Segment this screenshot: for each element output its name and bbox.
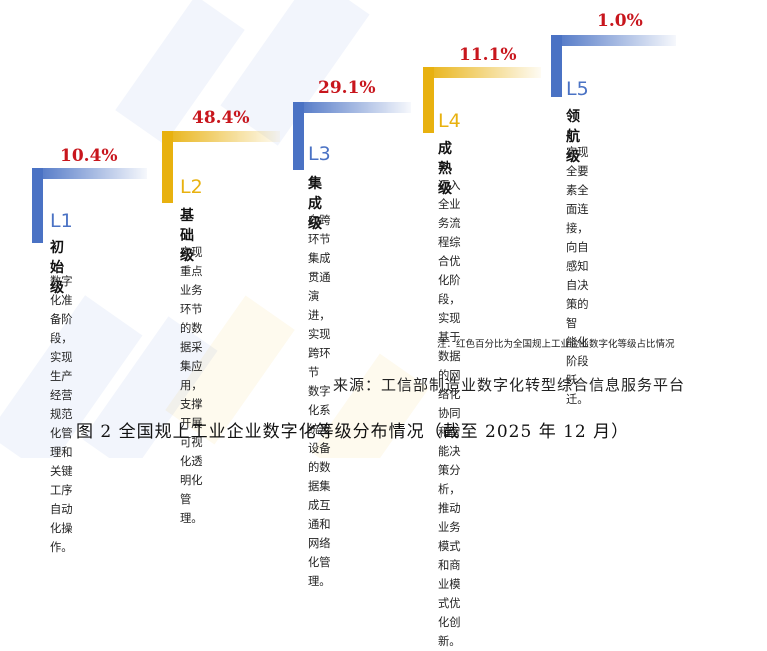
level-1-percent: 10.4% <box>60 146 118 166</box>
figure-caption: 图 2 全国规上工业企业数字化等级分布情况（截至 2025 年 12 月） <box>76 422 630 442</box>
level-3-percent: 29.1% <box>318 78 376 98</box>
level-3-bracket <box>293 102 411 170</box>
level-3-description: 向跨环节集成贯通 演进，实现跨环节 数字化系统及设备 的数据集成互通和 网络化管… <box>308 214 331 588</box>
level-2-percent: 48.4% <box>192 108 250 128</box>
level-4-bracket <box>423 67 541 133</box>
level-1-code: L1 <box>50 210 73 232</box>
level-1-bracket <box>32 168 147 243</box>
level-5-description: 实现全要素全面连接， 向自感知自决策的智 能化阶段跃迁。 <box>566 146 589 406</box>
level-5-code: L5 <box>566 78 589 100</box>
level-3-name: 集成级 <box>308 176 322 232</box>
level-5-bracket <box>551 35 676 97</box>
footnote: 注：红色百分比为全国规上工业企业数字化等级占比情况 <box>437 339 675 350</box>
level-1-description: 数字化准备阶段， 实现生产经营规范 化管理和关键工序 自动化操作。 <box>50 275 73 554</box>
level-3-code: L3 <box>308 143 331 165</box>
level-2-description: 实现重点业务环节 的数据采集应用， 支撑开展可视化透 明化管理。 <box>180 246 203 525</box>
level-5-name: 领航级 <box>566 109 580 165</box>
level-4-code: L4 <box>438 110 461 132</box>
level-4-description: 迈入全业务流程综 合优化阶段，实现 基于数据的网络化 协同和智能决策分 析，推动… <box>438 179 461 648</box>
level-4-percent: 11.1% <box>459 45 517 65</box>
level-1-name: 初始级 <box>50 240 64 296</box>
level-2-code: L2 <box>180 176 203 198</box>
level-5-percent: 1.0% <box>597 11 643 31</box>
level-2-bracket <box>162 131 280 203</box>
source-line: 来源：工信部制造业数字化转型综合信息服务平台 <box>333 376 686 394</box>
level-2-name: 基础级 <box>180 208 194 264</box>
level-4-name: 成熟级 <box>438 141 452 197</box>
